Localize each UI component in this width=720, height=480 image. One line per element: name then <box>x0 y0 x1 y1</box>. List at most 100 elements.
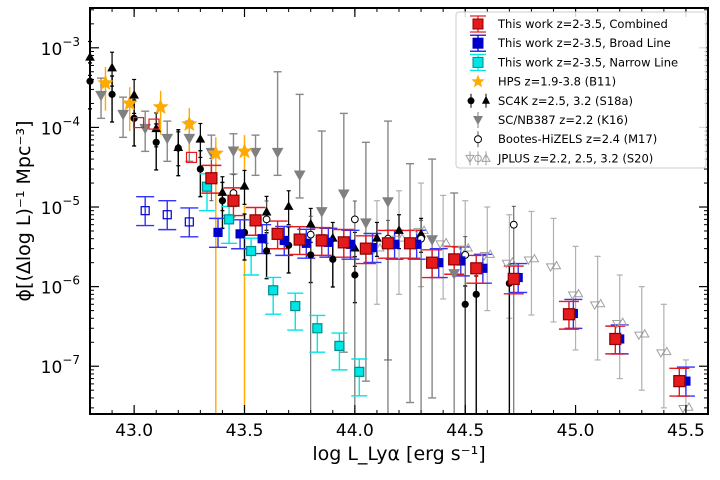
jplus-marker <box>529 253 540 263</box>
sc4k-circle-marker <box>218 197 227 205</box>
x-axis-label: log L_Lyα [erg s⁻¹] <box>312 443 485 465</box>
broad-line-marker <box>213 227 223 237</box>
hps-marker <box>236 142 253 159</box>
y-tick-exponent: −7 <box>62 353 80 367</box>
y-tick-label: 10−5 <box>41 194 80 219</box>
combined-marker <box>359 242 372 255</box>
combined-marker <box>205 172 218 185</box>
narrow-line-marker <box>290 300 301 312</box>
sc4k-triangle-marker <box>129 89 139 99</box>
jplus-marker <box>678 404 688 414</box>
y-tick-exponent: −5 <box>62 194 80 208</box>
jplus-marker <box>573 288 584 298</box>
x-tick-label: 45.0 <box>557 421 595 441</box>
k16-marker <box>271 147 284 159</box>
legend-item: SC4K z=2.5, 3.2 (S18a) <box>467 93 633 108</box>
narrow-line-marker <box>246 245 257 257</box>
broad-line-marker <box>257 234 267 244</box>
legend: This work z=2-3.5, Combined This work z=2… <box>455 11 707 169</box>
jplus-marker <box>611 320 622 329</box>
legend-square-icon <box>472 18 484 30</box>
bootes-marker <box>262 215 271 224</box>
sc4k-circle-marker <box>108 90 116 98</box>
k16-marker <box>426 235 438 246</box>
y-tick-exponent: −3 <box>62 35 80 49</box>
legend-box <box>455 11 707 169</box>
jplus-marker <box>662 346 672 356</box>
x-tick-label: 43.0 <box>115 421 153 441</box>
sc4k-circle-marker <box>152 138 160 146</box>
legend-open-circle-icon <box>474 154 482 163</box>
k16-marker <box>448 269 461 280</box>
legend-open-triangle-up-icon <box>481 153 491 162</box>
sc4k-triangle-marker <box>372 232 382 242</box>
k16-marker <box>183 133 196 145</box>
x-tick-label: 44.5 <box>446 421 484 441</box>
combined-open-marker <box>148 118 160 130</box>
k16-marker <box>360 218 372 229</box>
legend-triangle-down-icon <box>473 116 483 125</box>
jplus-marker <box>501 259 512 269</box>
jplus-marker <box>419 225 429 234</box>
hps-marker <box>207 144 225 161</box>
combined-marker <box>448 253 461 266</box>
sc4k-circle-marker <box>262 247 271 255</box>
combined-marker <box>609 332 622 346</box>
combined-marker <box>381 237 395 250</box>
combined-marker <box>271 227 284 240</box>
sc4k-circle-marker <box>196 165 204 173</box>
combined-marker <box>337 236 350 249</box>
hps-marker <box>181 115 198 132</box>
jplus-marker <box>485 249 496 258</box>
y-tick-exponent: −4 <box>62 114 80 128</box>
k16-marker <box>337 189 350 201</box>
broad-line-marker <box>279 235 289 246</box>
combined-marker <box>293 233 306 246</box>
jplus-marker <box>639 328 650 338</box>
jplus-marker <box>507 256 518 266</box>
x-tick-label: 44.0 <box>336 421 374 441</box>
jplus-marker <box>441 237 451 247</box>
combined-marker <box>315 234 328 247</box>
k16-marker <box>382 197 394 208</box>
jplus-marker <box>595 298 606 308</box>
narrow-line-marker <box>223 214 235 225</box>
legend-item: This work z=2-3.5, Broad Line <box>470 34 671 52</box>
jplus-marker <box>435 240 445 250</box>
legend-star-icon <box>471 74 485 88</box>
combined-open-marker <box>132 116 145 129</box>
jplus-marker <box>463 242 474 252</box>
combined-marker <box>249 214 262 227</box>
y-axis-label: ϕ[(Δlog L)⁻¹ Mpc⁻³] <box>13 120 35 301</box>
broad-line-marker <box>140 206 150 216</box>
sc4k-triangle-marker <box>217 187 228 196</box>
legend-label: This work z=2-3.5, Broad Line <box>497 36 671 50</box>
legend-square-icon <box>472 56 484 68</box>
y-tick-label: 10−3 <box>41 35 80 60</box>
jplus-marker <box>551 260 562 270</box>
legend-triangle-icon <box>482 95 490 104</box>
sc4k-circle-marker <box>351 271 359 279</box>
jplus-marker <box>633 331 644 341</box>
jplus-marker <box>567 291 578 301</box>
k16-marker <box>249 147 262 159</box>
bootes-marker <box>509 220 518 229</box>
sc4k-circle-marker <box>461 300 469 308</box>
k16-marker <box>315 207 328 218</box>
k16-marker <box>117 109 129 121</box>
legend-label: SC/NB387 z=2.2 (K16) <box>498 113 628 127</box>
y-tick-exponent: −6 <box>62 274 80 288</box>
legend-label: This work z=2-3.5, Combined <box>497 17 668 31</box>
k16-marker <box>227 146 240 158</box>
x-tick-label: 43.5 <box>226 421 264 441</box>
combined-marker <box>426 256 439 269</box>
legend-open-triangle-down-icon <box>465 154 475 164</box>
sc4k-circle-marker <box>174 144 182 152</box>
broad-line-marker <box>162 210 172 220</box>
legend-label: HPS z=1.9-3.8 (B11) <box>498 75 616 89</box>
jplus-marker <box>656 349 666 359</box>
sc4k-circle-marker <box>329 255 337 263</box>
sc4k-triangle-marker <box>195 133 206 143</box>
legend-label: JPLUS z=2.2, 2.5, 3.2 (S20) <box>497 151 653 165</box>
sc4k-triangle-marker <box>261 206 272 216</box>
